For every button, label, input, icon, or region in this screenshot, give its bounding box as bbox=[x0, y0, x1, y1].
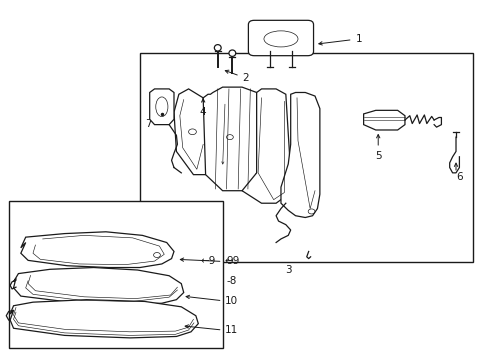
Text: 11: 11 bbox=[224, 325, 238, 335]
Text: 10: 10 bbox=[224, 296, 238, 306]
Text: -8: -8 bbox=[226, 276, 236, 286]
Text: 9: 9 bbox=[225, 256, 232, 266]
Text: 4: 4 bbox=[200, 99, 206, 117]
FancyBboxPatch shape bbox=[248, 20, 313, 56]
Polygon shape bbox=[203, 87, 256, 191]
Polygon shape bbox=[10, 300, 198, 338]
Polygon shape bbox=[149, 89, 174, 125]
Text: 7: 7 bbox=[144, 118, 162, 129]
Polygon shape bbox=[174, 89, 207, 175]
Text: 3: 3 bbox=[285, 265, 291, 275]
Text: ←9: ←9 bbox=[224, 256, 239, 266]
Bar bbox=[140, 53, 472, 262]
Polygon shape bbox=[363, 111, 404, 130]
Text: 1: 1 bbox=[318, 34, 361, 45]
Ellipse shape bbox=[228, 50, 235, 57]
Bar bbox=[9, 202, 222, 348]
Polygon shape bbox=[14, 267, 183, 304]
Ellipse shape bbox=[214, 45, 221, 51]
Polygon shape bbox=[281, 93, 319, 217]
Text: 2: 2 bbox=[225, 70, 249, 83]
Text: 5: 5 bbox=[374, 135, 381, 161]
Polygon shape bbox=[21, 232, 174, 267]
Polygon shape bbox=[242, 89, 290, 203]
Text: ←9: ←9 bbox=[201, 256, 216, 266]
Text: 6: 6 bbox=[455, 172, 462, 182]
